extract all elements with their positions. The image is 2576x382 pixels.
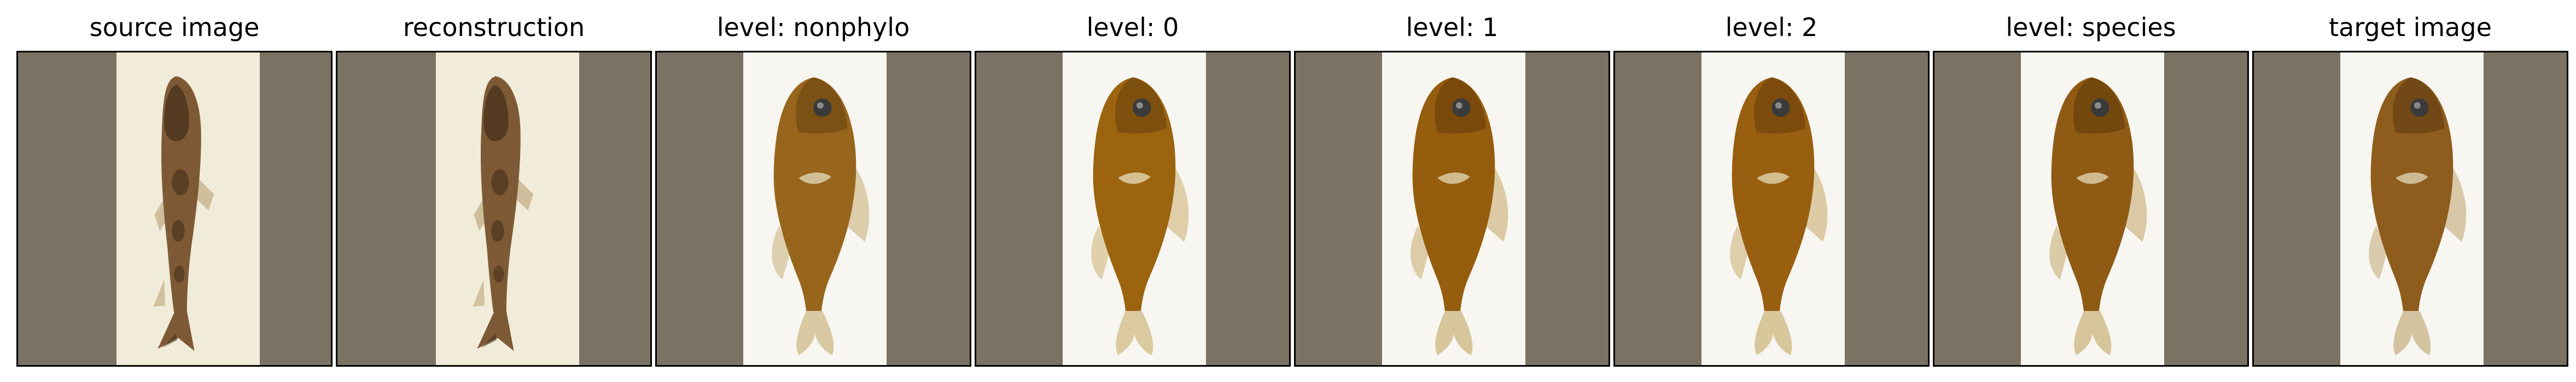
anal-fin (1091, 225, 1110, 280)
panel-title: level: 0 (1086, 13, 1179, 42)
fish-specimen (153, 76, 214, 351)
fish-body (773, 77, 856, 313)
eye-highlight (2094, 102, 2101, 109)
pectoral-fin (1437, 172, 1470, 184)
fish-specimen (1411, 77, 1508, 356)
tail-fin (2393, 311, 2431, 356)
panel-level-1: level: 1 (1294, 0, 1610, 382)
tail-fin (477, 311, 514, 351)
image-frame (1294, 51, 1610, 367)
tail-fin (2074, 311, 2112, 356)
fish-specimen (1730, 77, 1828, 356)
fish-body (2370, 77, 2453, 313)
panel-level-2: level: 2 (1613, 0, 1930, 382)
body-blotch (172, 220, 185, 242)
body-blotch (174, 265, 185, 283)
panel-title: source image (89, 13, 260, 42)
eye-highlight (1775, 102, 1782, 109)
image-frame (16, 51, 333, 367)
fish-head (164, 85, 189, 142)
fish-specimen (772, 77, 870, 356)
pelvic-fin (473, 279, 485, 307)
tail-marking (162, 333, 177, 348)
pectoral-fin (514, 177, 534, 210)
panel-level-0: level: 0 (975, 0, 1291, 382)
fish-body (1732, 77, 1815, 313)
panel-title: reconstruction (403, 13, 585, 42)
body-blotch (493, 265, 504, 283)
eye-highlight (1455, 102, 1462, 109)
fish-specimen (2049, 77, 2147, 356)
anal-fin (1411, 225, 1429, 280)
anal-fin (2369, 225, 2387, 280)
panel-target-image: target image (2252, 0, 2568, 382)
pectoral-fin (1118, 172, 1151, 184)
image-frame (336, 51, 652, 367)
anal-fin (2049, 225, 2068, 280)
pectoral-fin (1757, 172, 1790, 184)
pectoral-fin (2396, 172, 2428, 184)
image-frame (1613, 51, 1930, 367)
panel-level-species: level: species (1933, 0, 2249, 382)
tail-fin (1435, 311, 1473, 356)
panel-title: level: species (2006, 13, 2176, 42)
panel-source-image: source image (16, 0, 333, 382)
panel-title: target image (2329, 13, 2492, 42)
pectoral-fin (799, 172, 831, 184)
tail-fin (158, 311, 195, 351)
tail-fin (1116, 311, 1153, 356)
tail-fin (796, 311, 834, 356)
tail-marking (481, 333, 497, 348)
fish-specimen (1091, 77, 1189, 356)
panel-level-nonphylo: level: nonphylo (655, 0, 971, 382)
fish-specimen (473, 76, 534, 351)
image-frame (2252, 51, 2568, 367)
fish-body (1412, 77, 1495, 313)
image-frame (1933, 51, 2249, 367)
fish-head (483, 85, 509, 142)
panel-title: level: 2 (1725, 13, 1818, 42)
image-frame (975, 51, 1291, 367)
eye-highlight (2414, 102, 2421, 109)
anal-fin (772, 225, 790, 280)
body-blotch (491, 169, 509, 196)
pelvic-fin (153, 279, 166, 307)
fish-body (1093, 77, 1176, 313)
fish-body (2051, 77, 2134, 313)
eye-highlight (1136, 102, 1143, 109)
body-blotch (491, 220, 504, 242)
image-frame (655, 51, 971, 367)
anal-fin (1730, 225, 1749, 280)
panel-title: level: nonphylo (716, 13, 910, 42)
panel-title: level: 1 (1406, 13, 1499, 42)
eye-highlight (817, 102, 824, 109)
fish-specimen (2369, 77, 2467, 356)
panel-reconstruction: reconstruction (336, 0, 652, 382)
body-blotch (172, 169, 189, 196)
pectoral-fin (194, 177, 214, 210)
pectoral-fin (2076, 172, 2109, 184)
tail-fin (1755, 311, 1792, 356)
